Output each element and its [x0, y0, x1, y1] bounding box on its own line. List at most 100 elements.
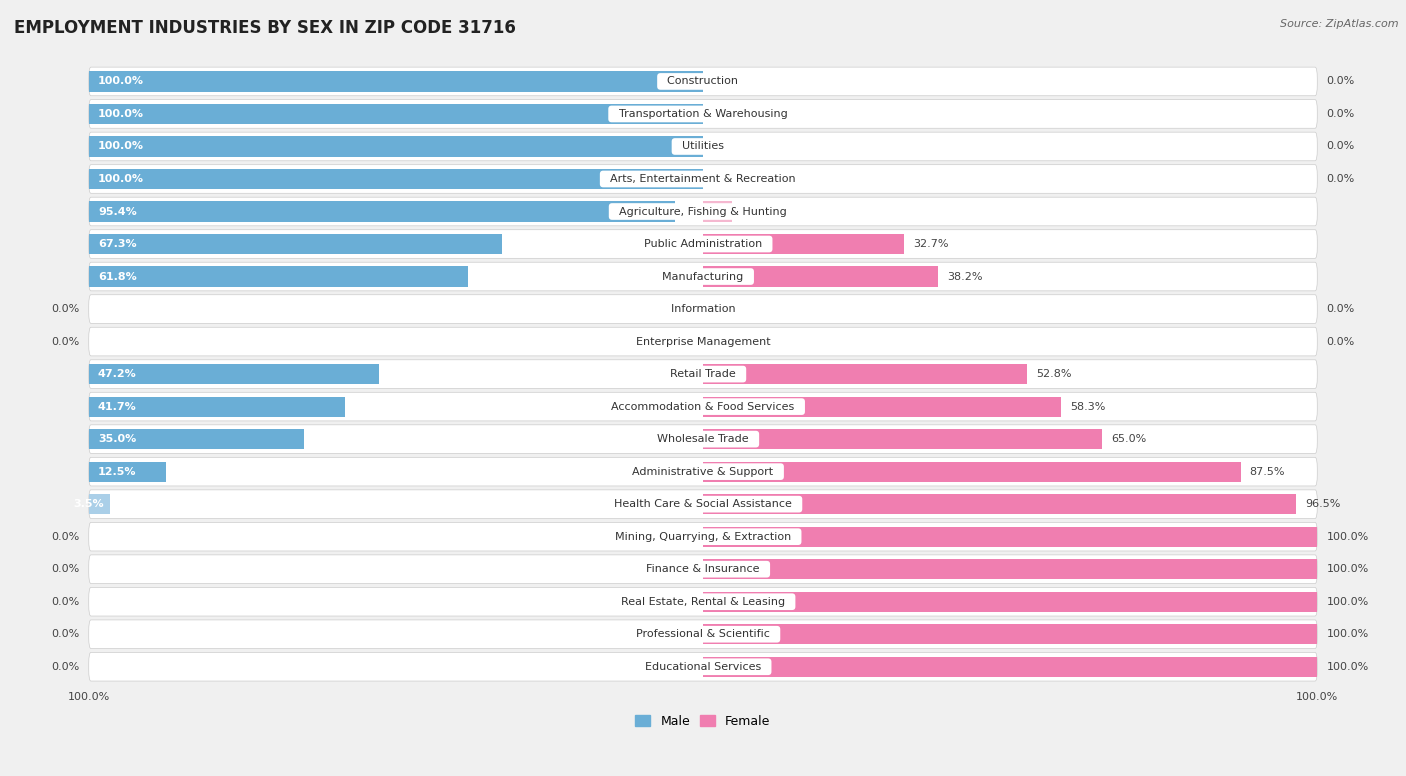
FancyBboxPatch shape	[89, 165, 1317, 193]
FancyBboxPatch shape	[89, 99, 1317, 128]
Bar	[89, 429, 304, 449]
Text: 41.7%: 41.7%	[98, 402, 136, 411]
FancyBboxPatch shape	[89, 522, 1317, 551]
Text: 100.0%: 100.0%	[1296, 692, 1339, 702]
Text: Enterprise Management: Enterprise Management	[628, 337, 778, 347]
Text: Public Administration: Public Administration	[637, 239, 769, 249]
Bar	[703, 462, 1240, 482]
Text: Transportation & Warehousing: Transportation & Warehousing	[612, 109, 794, 119]
Text: 95.4%: 95.4%	[98, 206, 136, 217]
Text: 38.2%: 38.2%	[946, 272, 983, 282]
FancyBboxPatch shape	[89, 230, 1317, 258]
FancyBboxPatch shape	[89, 393, 1317, 421]
Text: 0.0%: 0.0%	[1326, 141, 1355, 151]
Bar	[703, 429, 1102, 449]
Bar	[703, 397, 1062, 417]
Legend: Male, Female: Male, Female	[630, 710, 776, 733]
FancyBboxPatch shape	[89, 555, 1317, 584]
Bar	[703, 234, 904, 254]
Bar	[89, 494, 110, 514]
Bar	[703, 559, 1317, 579]
FancyBboxPatch shape	[89, 587, 1317, 616]
Text: Health Care & Social Assistance: Health Care & Social Assistance	[607, 499, 799, 509]
Text: 65.0%: 65.0%	[1112, 434, 1147, 444]
Text: 35.0%: 35.0%	[98, 434, 136, 444]
FancyBboxPatch shape	[89, 490, 1317, 518]
Text: 100.0%: 100.0%	[67, 692, 110, 702]
Text: 0.0%: 0.0%	[51, 304, 80, 314]
FancyBboxPatch shape	[89, 457, 1317, 486]
Bar	[703, 202, 733, 222]
FancyBboxPatch shape	[89, 653, 1317, 681]
Bar	[703, 494, 1296, 514]
Text: Utilities: Utilities	[675, 141, 731, 151]
Text: Mining, Quarrying, & Extraction: Mining, Quarrying, & Extraction	[607, 532, 799, 542]
Text: Educational Services: Educational Services	[638, 662, 768, 672]
FancyBboxPatch shape	[89, 295, 1317, 324]
Text: 87.5%: 87.5%	[1250, 466, 1285, 476]
Text: Accommodation & Food Services: Accommodation & Food Services	[605, 402, 801, 411]
FancyBboxPatch shape	[89, 197, 1317, 226]
Text: 3.5%: 3.5%	[73, 499, 104, 509]
Text: 100.0%: 100.0%	[98, 141, 143, 151]
FancyBboxPatch shape	[89, 68, 1317, 95]
Text: 0.0%: 0.0%	[51, 532, 80, 542]
Text: 4.7%: 4.7%	[741, 206, 769, 217]
Bar	[703, 527, 1317, 547]
Text: 0.0%: 0.0%	[51, 597, 80, 607]
Text: 52.8%: 52.8%	[1036, 369, 1071, 379]
Bar	[89, 364, 378, 384]
Text: Manufacturing: Manufacturing	[655, 272, 751, 282]
Bar	[89, 104, 703, 124]
Bar	[703, 364, 1028, 384]
Text: 61.8%: 61.8%	[98, 272, 136, 282]
Bar	[89, 137, 703, 157]
Text: EMPLOYMENT INDUSTRIES BY SEX IN ZIP CODE 31716: EMPLOYMENT INDUSTRIES BY SEX IN ZIP CODE…	[14, 19, 516, 37]
Text: Retail Trade: Retail Trade	[664, 369, 742, 379]
Text: 100.0%: 100.0%	[1326, 629, 1369, 639]
Text: Agriculture, Fishing & Hunting: Agriculture, Fishing & Hunting	[612, 206, 794, 217]
Text: 32.7%: 32.7%	[912, 239, 949, 249]
Bar	[89, 462, 166, 482]
Text: 100.0%: 100.0%	[98, 77, 143, 86]
FancyBboxPatch shape	[89, 327, 1317, 356]
Bar	[89, 202, 675, 222]
Text: 58.3%: 58.3%	[1070, 402, 1105, 411]
Text: 47.2%: 47.2%	[98, 369, 136, 379]
Text: Arts, Entertainment & Recreation: Arts, Entertainment & Recreation	[603, 174, 803, 184]
Text: 0.0%: 0.0%	[1326, 337, 1355, 347]
Text: 0.0%: 0.0%	[51, 337, 80, 347]
Text: 0.0%: 0.0%	[1326, 174, 1355, 184]
Text: 100.0%: 100.0%	[1326, 564, 1369, 574]
Text: Information: Information	[664, 304, 742, 314]
Bar	[703, 656, 1317, 677]
Bar	[703, 591, 1317, 611]
Text: 0.0%: 0.0%	[51, 564, 80, 574]
Text: 100.0%: 100.0%	[1326, 532, 1369, 542]
Text: Construction: Construction	[661, 77, 745, 86]
Text: Finance & Insurance: Finance & Insurance	[640, 564, 766, 574]
Text: Administrative & Support: Administrative & Support	[626, 466, 780, 476]
Text: 100.0%: 100.0%	[98, 174, 143, 184]
Text: 67.3%: 67.3%	[98, 239, 136, 249]
Text: Professional & Scientific: Professional & Scientific	[628, 629, 778, 639]
Text: 0.0%: 0.0%	[1326, 304, 1355, 314]
FancyBboxPatch shape	[89, 620, 1317, 649]
Text: 96.5%: 96.5%	[1305, 499, 1340, 509]
Text: 0.0%: 0.0%	[1326, 109, 1355, 119]
Text: 100.0%: 100.0%	[98, 109, 143, 119]
Text: 100.0%: 100.0%	[1326, 662, 1369, 672]
Text: 100.0%: 100.0%	[1326, 597, 1369, 607]
FancyBboxPatch shape	[89, 424, 1317, 453]
Bar	[703, 266, 938, 286]
Text: Wholesale Trade: Wholesale Trade	[650, 434, 756, 444]
Text: Real Estate, Rental & Leasing: Real Estate, Rental & Leasing	[614, 597, 792, 607]
FancyBboxPatch shape	[89, 360, 1317, 389]
Text: 0.0%: 0.0%	[51, 662, 80, 672]
Bar	[89, 234, 502, 254]
Text: 12.5%: 12.5%	[98, 466, 136, 476]
FancyBboxPatch shape	[89, 132, 1317, 161]
Text: 0.0%: 0.0%	[51, 629, 80, 639]
FancyBboxPatch shape	[89, 262, 1317, 291]
Bar	[89, 397, 344, 417]
